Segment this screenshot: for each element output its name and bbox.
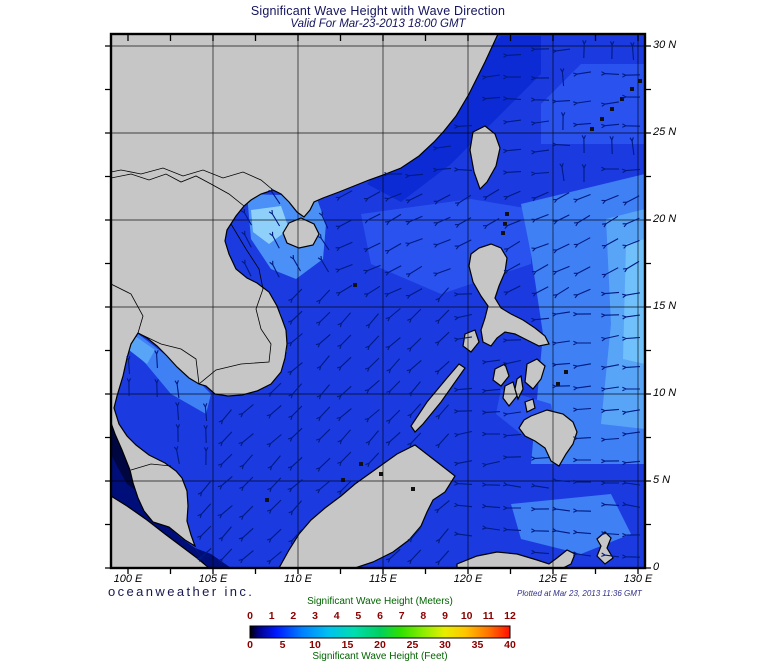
legend-meters-tick: 11: [482, 610, 494, 622]
legend-meters-tick: 5: [355, 610, 362, 622]
legend-meters-tick: 3: [312, 610, 318, 622]
map-title: Significant Wave Height with Wave Direct…: [250, 4, 506, 18]
lat-tick-label: 10 N: [653, 387, 677, 399]
lat-tick-label: 30 N: [653, 39, 677, 51]
legend-meters-tick: 12: [504, 610, 516, 622]
legend-title-meters: Significant Wave Height (Meters): [307, 596, 453, 607]
lat-tick-label: 25 N: [653, 126, 677, 138]
lon-tick-label: 115 E: [369, 573, 397, 585]
map-subtitle: Valid For Mar-23-2013 18:00 GMT: [290, 18, 466, 30]
legend-feet-tick: 5: [279, 639, 286, 651]
legend-feet-tick: 20: [374, 639, 386, 651]
plotted-timestamp: Plotted at Mar 23, 2013 11:36 GMT: [517, 589, 642, 598]
map-artwork: [111, 34, 645, 568]
legend-meters-tick: 9: [442, 610, 448, 622]
plot-frame: [109, 32, 647, 570]
legend-feet-tick: 30: [439, 639, 451, 651]
legend-colorbar: [249, 625, 511, 639]
legend-feet-tick: 10: [309, 639, 321, 651]
lon-tick-label: 125 E: [538, 573, 568, 585]
lat-tick-label: 5 N: [653, 474, 671, 486]
legend-feet-tick: 35: [471, 639, 484, 651]
legend-title-feet: Significant Wave Height (Feet): [312, 651, 448, 662]
legend-meters-tick: 10: [460, 610, 473, 622]
lon-tick-label: 110 E: [284, 573, 312, 585]
lon-tick-label: 105 E: [198, 573, 228, 585]
legend-meters-tick: 6: [377, 610, 383, 622]
legend-meters-tick: 2: [290, 610, 297, 622]
legend-feet-tick: 25: [406, 639, 419, 651]
colorbar-gradient: [249, 625, 511, 639]
lon-tick-label: 100 E: [113, 573, 143, 585]
legend-feet-tick: 40: [504, 639, 516, 651]
oceanweather-branding: oceanweather inc.: [108, 584, 255, 599]
legend-meters-tick: 8: [420, 610, 427, 622]
lat-tick-label: 15 N: [653, 300, 677, 312]
legend-meters-tick: 1: [268, 610, 275, 622]
lat-tick-label: 0: [653, 561, 660, 573]
lat-tick-label: 20 N: [653, 213, 677, 225]
legend-meters-tick: 4: [333, 610, 340, 622]
lon-tick-label: 130 E: [623, 573, 653, 585]
lon-tick-label: 120 E: [453, 573, 483, 585]
map-plot-canvas: [105, 32, 651, 574]
legend-feet-tick: 0: [247, 639, 253, 651]
axis-ticks: [105, 35, 651, 574]
legend-meters-tick: 0: [247, 610, 253, 622]
legend-meters-tick: 7: [398, 610, 405, 622]
legend-feet-tick: 15: [341, 639, 354, 651]
